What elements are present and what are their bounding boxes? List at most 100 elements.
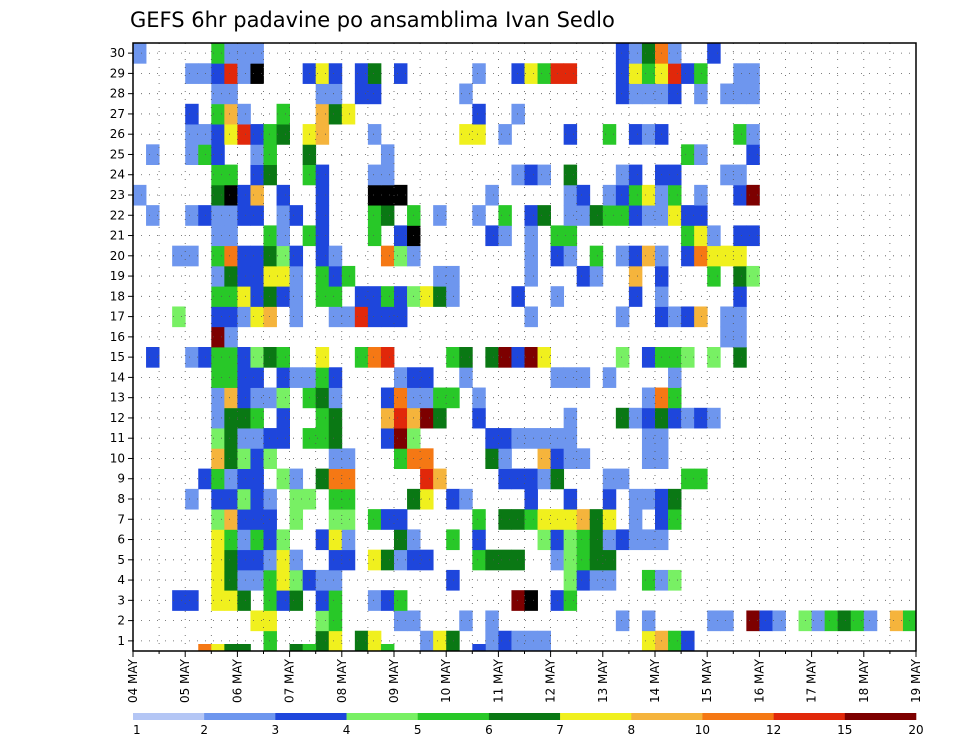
cell-m14-t7 xyxy=(224,367,238,388)
cell-m14-t34 xyxy=(576,367,591,388)
cell-m26-t39 xyxy=(641,124,656,145)
cell-m19-t34 xyxy=(576,265,591,287)
cell-m13-t19 xyxy=(380,387,395,409)
cell-m13-t39 xyxy=(641,387,656,409)
cell-m23-t11 xyxy=(276,184,290,206)
cell-m29-t31 xyxy=(537,63,551,84)
cell-m28-t38 xyxy=(628,83,643,105)
cell-m9-t15 xyxy=(328,468,343,490)
cell-m14-t33 xyxy=(563,367,578,388)
cell-m8-t25 xyxy=(459,488,473,510)
cell-m6-t10 xyxy=(263,529,277,551)
cell-m15-t10 xyxy=(263,347,277,368)
cell-m27-t26 xyxy=(472,103,486,125)
cell-m7-t10 xyxy=(263,509,277,530)
cell-m6-t26 xyxy=(472,529,486,551)
cell-m22-t42 xyxy=(681,205,695,226)
cell-m18-t9 xyxy=(250,286,264,307)
cell-m1-t27 xyxy=(485,630,499,652)
cell-m18-t11 xyxy=(276,286,290,307)
cell-m13-t24 xyxy=(446,387,460,409)
y-tick-label: 30 xyxy=(110,46,125,60)
cell-m20-t15 xyxy=(328,245,343,267)
cell-m12-t33 xyxy=(563,407,578,429)
cell-m17-t3 xyxy=(172,306,186,328)
cell-m30-t7 xyxy=(224,43,238,64)
cell-m10-t15 xyxy=(328,448,343,469)
y-tick-label: 1 xyxy=(117,634,125,648)
cell-m6-t31 xyxy=(537,529,551,551)
cell-m22-t30 xyxy=(524,205,538,226)
strip-cell-t6 xyxy=(211,644,225,651)
cell-m29-t14 xyxy=(315,63,330,84)
cell-m11-t33 xyxy=(563,428,578,449)
cell-m4-t14 xyxy=(315,569,330,591)
cell-m23-t18 xyxy=(367,184,382,206)
cell-m29-t37 xyxy=(615,63,630,84)
cell-m2-t37 xyxy=(615,610,630,632)
cell-m9-t37 xyxy=(615,468,630,490)
cell-m9-t36 xyxy=(602,468,617,490)
cell-m17-t45 xyxy=(720,306,734,328)
cell-m23-t27 xyxy=(485,184,499,206)
cell-m27-t8 xyxy=(237,103,251,125)
colorbar-label: 2 xyxy=(200,723,208,737)
cell-m30-t41 xyxy=(668,43,682,64)
x-tick-label: 12 MAY xyxy=(544,658,558,703)
cell-m2-t52 xyxy=(811,610,826,632)
colorbar-label: 5 xyxy=(414,723,422,737)
cell-m7-t36 xyxy=(602,509,617,530)
cell-m14-t22 xyxy=(420,367,434,388)
cell-m29-t47 xyxy=(746,63,760,84)
cell-m7-t6 xyxy=(211,509,225,530)
cell-m2-t45 xyxy=(720,610,734,632)
cell-m19-t7 xyxy=(224,265,238,287)
cell-m12-t37 xyxy=(615,407,630,429)
cell-m8-t30 xyxy=(524,488,538,510)
cell-m20-t20 xyxy=(394,245,408,267)
cell-m7-t31 xyxy=(537,509,551,530)
cell-m24-t9 xyxy=(250,164,264,186)
cell-m18-t14 xyxy=(315,286,330,307)
cell-m12-t41 xyxy=(668,407,682,429)
cell-m24-t19 xyxy=(380,164,395,186)
strip-cell-t26 xyxy=(472,644,486,651)
cell-m1-t14 xyxy=(315,630,330,652)
x-tick-label: 05 MAY xyxy=(178,658,192,703)
cell-m5-t19 xyxy=(380,549,395,571)
cell-m20-t7 xyxy=(224,245,238,267)
cell-m18-t17 xyxy=(354,286,369,307)
cell-m22-t28 xyxy=(498,205,512,226)
cell-m25-t6 xyxy=(211,144,225,165)
cell-m3-t20 xyxy=(394,590,408,611)
cell-m29-t46 xyxy=(733,63,747,84)
cell-m2-t15 xyxy=(328,610,343,632)
cell-m9-t7 xyxy=(224,468,238,490)
cell-m24-t38 xyxy=(628,164,643,186)
cell-m15-t46 xyxy=(733,347,747,368)
cell-m2-t9 xyxy=(250,610,264,632)
y-tick-label: 26 xyxy=(110,127,125,141)
cell-m13-t15 xyxy=(328,387,343,409)
x-tick-label: 07 MAY xyxy=(283,658,297,703)
cell-m5-t22 xyxy=(420,549,434,571)
x-tick-label: 08 MAY xyxy=(335,658,349,703)
x-tick-label: 06 MAY xyxy=(230,658,244,703)
colorbar-segment xyxy=(488,713,561,720)
y-tick-label: 25 xyxy=(110,147,125,161)
cell-m19-t38 xyxy=(628,265,643,287)
cell-m23-t39 xyxy=(641,184,656,206)
cell-m29-t43 xyxy=(694,63,708,84)
cell-m14-t25 xyxy=(459,367,473,388)
cell-m17-t15 xyxy=(328,306,343,328)
cell-m28-t37 xyxy=(615,83,630,105)
y-tick-label: 4 xyxy=(117,573,125,587)
cell-m15-t19 xyxy=(380,347,395,368)
cell-m21-t20 xyxy=(394,225,408,247)
cell-m24-t33 xyxy=(563,164,578,186)
cell-m15-t18 xyxy=(367,347,382,368)
cell-m3-t7 xyxy=(224,590,238,611)
cell-m6-t35 xyxy=(589,529,604,551)
cell-m10-t34 xyxy=(576,448,591,469)
strip-cell-t13 xyxy=(302,644,317,651)
